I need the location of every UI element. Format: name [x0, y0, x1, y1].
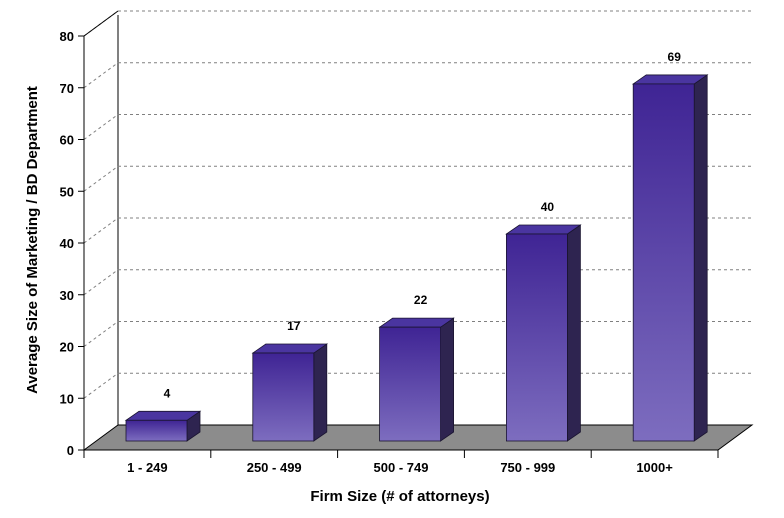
- bar-top: [378, 317, 455, 328]
- data-label: 17: [287, 319, 301, 333]
- y-axis-title: Average Size of Marketing / BD Departmen…: [24, 86, 41, 394]
- bar-top: [631, 74, 709, 85]
- y-tick-label: 60: [60, 133, 74, 148]
- y-tick-label: 30: [60, 288, 74, 303]
- bar: [379, 326, 442, 442]
- gridline-diagonal: [83, 321, 119, 347]
- y-tick-label: 70: [60, 81, 74, 96]
- y-tick-label: 20: [60, 340, 74, 355]
- bar-side: [440, 317, 455, 442]
- gridline-diagonal: [83, 62, 119, 89]
- bar: [125, 419, 188, 442]
- y-tick-label: 40: [60, 236, 74, 251]
- x-axis-title: Firm Size (# of attorneys): [310, 488, 489, 505]
- gridline-diagonal: [83, 269, 119, 296]
- y-tick-label: 0: [67, 443, 74, 458]
- gridline-diagonal: [83, 114, 119, 140]
- bar-side: [693, 74, 708, 442]
- x-tick-label: 500 - 749: [374, 460, 429, 475]
- data-label: 40: [541, 200, 555, 214]
- x-tick-label: 250 - 499: [247, 460, 302, 475]
- x-tick-label: 1000+: [636, 460, 673, 475]
- bar: [632, 83, 695, 442]
- gridline-diagonal: [83, 217, 119, 244]
- data-label: 22: [414, 293, 428, 307]
- x-tick-label: 750 - 999: [500, 460, 555, 475]
- data-label: 69: [668, 50, 682, 64]
- data-label: 4: [164, 386, 171, 400]
- x-axis: 1 - 249 250 - 499 500 - 749 750 - 999 1000+: [83, 449, 719, 475]
- x-tick-label: 1 - 249: [127, 460, 167, 475]
- y-tick-label: 50: [60, 184, 74, 199]
- bar-top: [505, 224, 582, 235]
- bar-top: [251, 343, 329, 354]
- gridline-diagonal: [83, 165, 119, 192]
- bar: [505, 233, 568, 442]
- y-axis: 0 10 20 30 40 50 60 70 80: [60, 10, 119, 458]
- bar-side: [313, 343, 328, 442]
- bars: 4 17 22 40 69: [124, 50, 709, 442]
- bar-top: [124, 410, 202, 421]
- y-tick-label: 10: [60, 391, 74, 406]
- gridline-diagonal: [83, 372, 119, 399]
- y-axis-top-edge: [83, 10, 119, 37]
- bar-side: [567, 224, 581, 442]
- bar: [252, 352, 315, 442]
- y-tick-label: 80: [60, 29, 74, 44]
